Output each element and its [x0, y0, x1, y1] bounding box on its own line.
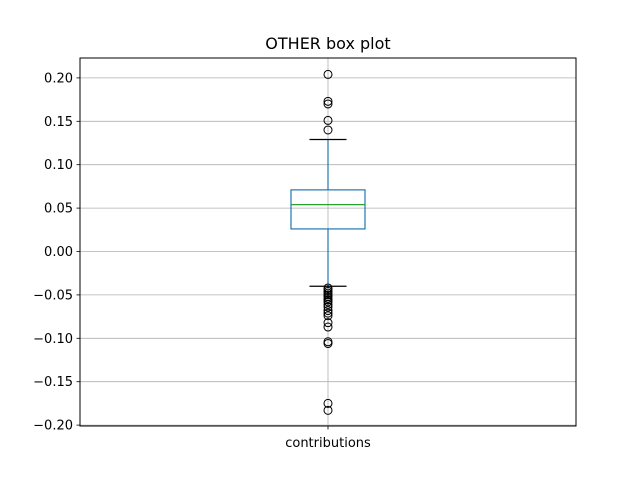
box-group [290, 69, 366, 415]
outlier-point [323, 297, 333, 307]
y-tick-label: 0.15 [44, 115, 73, 130]
outlier-point [323, 96, 333, 106]
y-tick-label: 0.05 [44, 202, 73, 217]
y-tick-label: −0.05 [33, 288, 73, 303]
outlier-point [323, 115, 333, 125]
outlier-point [323, 398, 333, 408]
outlier-point [323, 311, 333, 321]
y-tick-label: −0.15 [33, 375, 73, 390]
y-tick-label: 0.00 [44, 245, 73, 260]
y-tick-label: −0.20 [33, 419, 73, 434]
x-tick-label: contributions [285, 436, 371, 451]
y-tick-label: −0.10 [33, 332, 73, 347]
y-tick-label: 0.10 [44, 158, 73, 173]
y-axis: −0.20 −0.15 −0.10 −0.05 0.00 0.05 0.10 0.15 0.20 [33, 71, 80, 434]
outlier-point [323, 306, 333, 316]
outlier-point [323, 299, 333, 309]
outlier-point [323, 339, 333, 349]
outlier-point [323, 405, 333, 415]
outlier-point [323, 125, 333, 135]
box-iqr [290, 189, 366, 230]
outlier-point [323, 322, 333, 332]
outlier-point [323, 302, 333, 312]
y-tick-label: 0.20 [44, 71, 73, 86]
chart-title: OTHER box plot [265, 34, 390, 53]
outlier-point [323, 318, 333, 328]
outlier-point [323, 69, 333, 79]
outlier-point [323, 308, 333, 318]
x-axis: contributions [285, 426, 371, 451]
outlier-point [323, 99, 333, 109]
